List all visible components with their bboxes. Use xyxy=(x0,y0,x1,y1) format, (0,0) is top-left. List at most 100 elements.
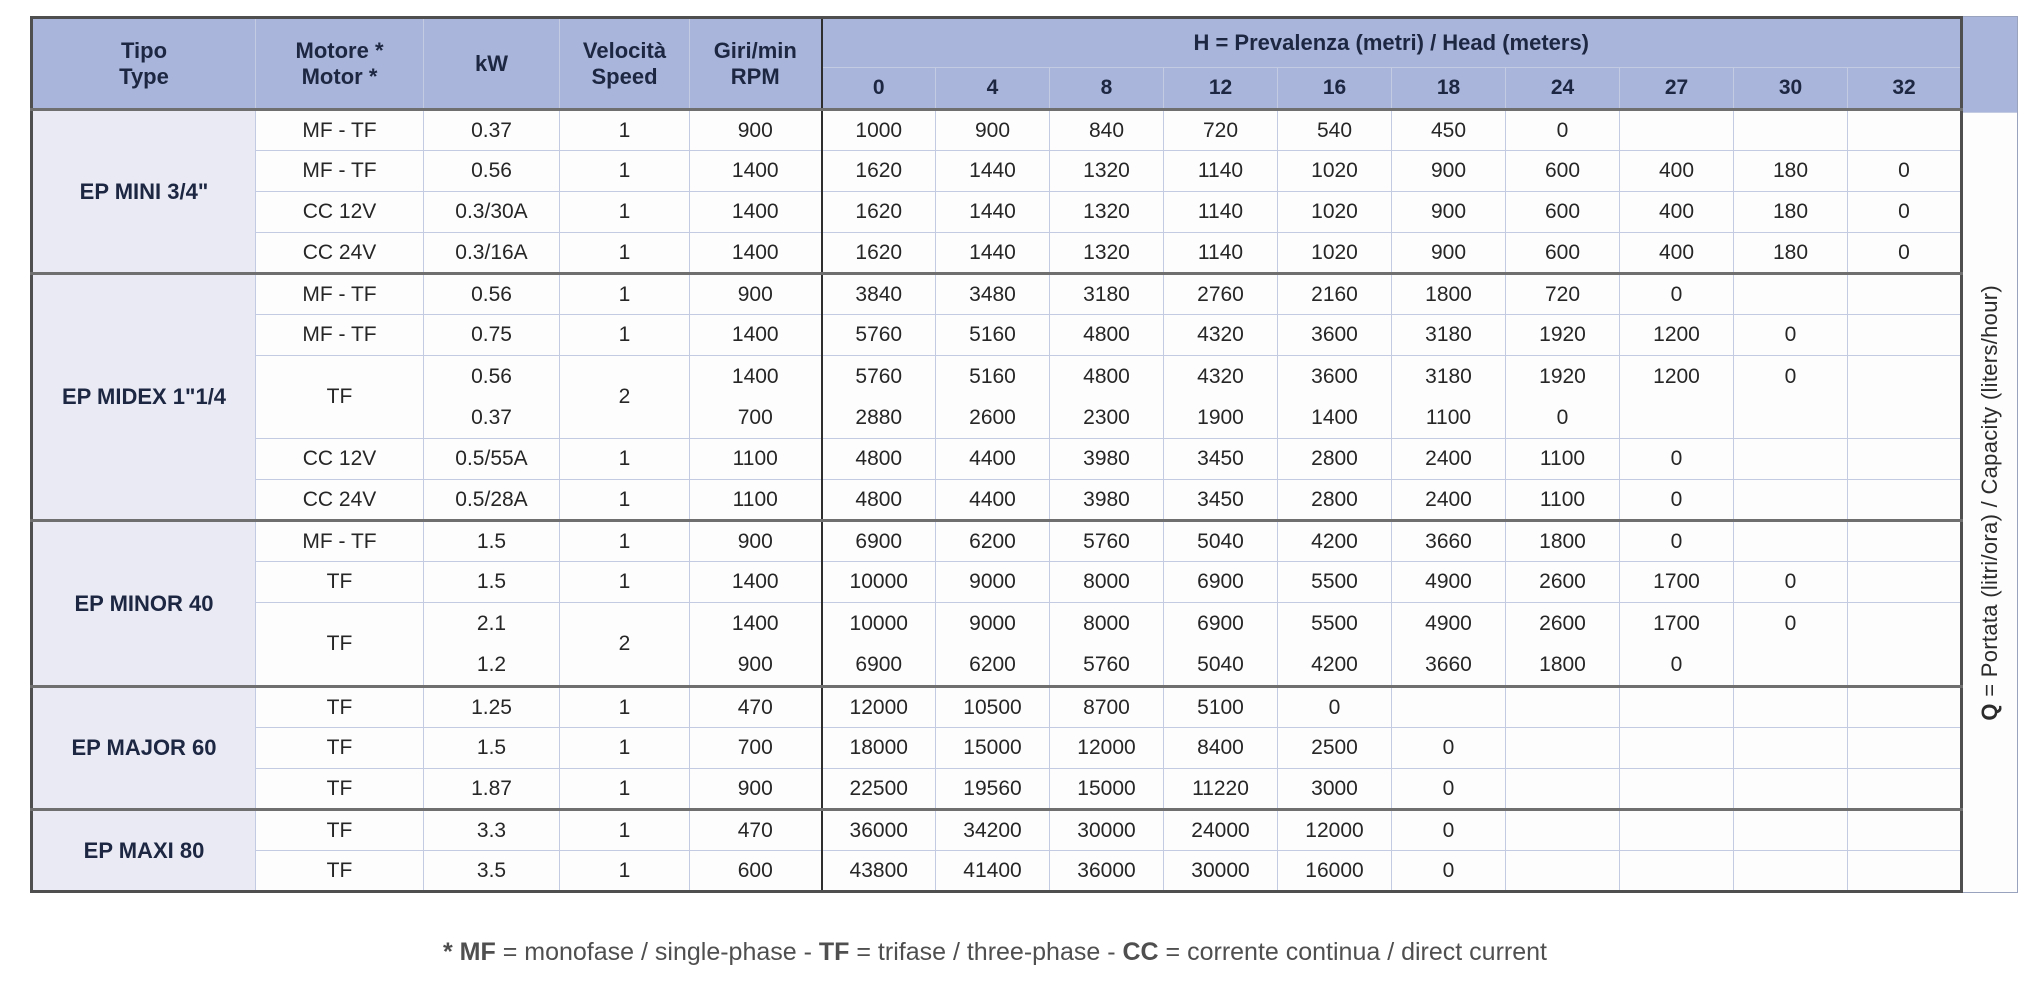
capacity-value-cell xyxy=(1847,727,1962,769)
table-row: CC 24V 0.3/16A 1 1400 1620 1440 1320 1140 1020 90… xyxy=(32,232,1962,274)
capacity-value-cell xyxy=(1619,850,1734,892)
stacked-values: 3600 1400 xyxy=(1279,357,1391,438)
kw-cell: 3.5 xyxy=(423,850,560,892)
table-row: EP MINI 3/4" MF - TF 0.37 1 900 1000 900 840 720… xyxy=(31,108,1962,274)
capacity-value-cell: 1620 xyxy=(821,150,936,192)
capacity-value-cell: 4800 xyxy=(821,479,936,521)
capacity-value-cell xyxy=(1733,519,1848,562)
capacity-value-cell: 0 xyxy=(1505,108,1620,151)
capacity-value-cell: 0 xyxy=(1619,519,1734,562)
stacked-values: 0 xyxy=(1735,604,1847,686)
speed-cell: 1 xyxy=(559,519,690,562)
table-row: TF 1.5 1 1400 10000 9000 8000 6900 5500 4900 2600 1… xyxy=(32,561,1962,603)
capacity-value-cell: 5100 xyxy=(1163,685,1278,728)
speed-cell: 1 xyxy=(559,232,690,274)
capacity-value-cell: 1440 xyxy=(935,232,1050,274)
col-header-motore-line1: Motore * xyxy=(295,38,384,64)
kw-cell: 1.5 xyxy=(423,561,560,603)
speed-cell: 1 xyxy=(559,561,690,603)
stacked-values: 9000 6200 xyxy=(937,604,1049,686)
capacity-value-cell: 600 xyxy=(1505,191,1620,233)
stacked-values: 2600 1800 xyxy=(1507,604,1619,686)
col-header-rpm: Giri/min RPM xyxy=(689,17,823,110)
stacked-value-line: 3180 xyxy=(1425,365,1472,388)
head-tick-16: 16 xyxy=(1277,67,1392,110)
capacity-value-cell: 43800 xyxy=(821,850,936,892)
capacity-value-cell xyxy=(1847,808,1962,851)
capacity-value-cell: 1440 xyxy=(935,150,1050,192)
motor-cell: CC 12V xyxy=(255,191,424,233)
kw-cell: 1.5 xyxy=(423,727,560,769)
rpm-cell: 470 xyxy=(689,808,823,851)
capacity-value-cell: 24000 xyxy=(1163,808,1278,851)
table-row: TF 0.56 0.37 2 1400 700 5760 2880 5160 2600 4800 23… xyxy=(32,355,1962,439)
capacity-value-cell: 18000 xyxy=(821,727,936,769)
segment-bold: Q xyxy=(1977,702,2002,721)
capacity-value-cell: 9000 6200 xyxy=(935,602,1050,687)
rpm-cell: 1400 900 xyxy=(689,602,823,687)
group-label-cell: EP MIDEX 1"1/4 xyxy=(31,272,256,521)
rpm-cell: 700 xyxy=(689,727,823,769)
capacity-value-cell: 36000 xyxy=(821,808,936,851)
pump-performance-table-wrap: Tipo Type Motore * Motor * kW Velocità S… xyxy=(30,16,2018,893)
capacity-value-cell xyxy=(1619,768,1734,810)
capacity-value-cell xyxy=(1847,479,1962,521)
capacity-value-cell: 3600 xyxy=(1277,314,1392,356)
speed-cell: 1 xyxy=(559,108,690,151)
motor-cell: CC 24V xyxy=(255,479,424,521)
table-row: CC 12V 0.5/55A 1 1100 4800 4400 3980 3450 2800 24… xyxy=(32,438,1962,480)
capacity-value-cell xyxy=(1847,685,1962,728)
capacity-value-cell: 3180 xyxy=(1391,314,1506,356)
capacity-value-cell: 3480 xyxy=(935,272,1050,315)
stacked-values: 5500 4200 xyxy=(1279,604,1391,686)
capacity-value-cell: 1320 xyxy=(1049,150,1164,192)
capacity-value-cell: 5760 2880 xyxy=(821,355,936,439)
speed-cell: 2 xyxy=(559,602,690,687)
capacity-value-cell: 5760 xyxy=(1049,519,1164,562)
head-tick-row: 0 4 8 12 16 18 24 27 30 32 xyxy=(32,67,1962,110)
stacked-value-line: 2880 xyxy=(855,406,903,429)
rpm-cell: 1400 xyxy=(689,191,823,233)
capacity-value-cell xyxy=(1733,685,1848,728)
stacked-value-line: 2300 xyxy=(1083,406,1130,429)
capacity-value-cell: 2800 xyxy=(1277,438,1392,480)
segment-bold: TF xyxy=(818,938,850,966)
stacked-value-line: 1700 xyxy=(1653,612,1700,635)
capacity-value-cell: 1000 xyxy=(821,108,936,151)
capacity-value-cell xyxy=(1733,108,1848,151)
motor-cell: TF xyxy=(255,850,424,892)
capacity-value-cell: 0 xyxy=(1619,272,1734,315)
motor-cell: CC 12V xyxy=(255,438,424,480)
speed-cell: 1 xyxy=(559,850,690,892)
capacity-value-cell xyxy=(1391,685,1506,728)
rpm-cell: 1400 xyxy=(689,561,823,603)
speed-cell: 1 xyxy=(559,727,690,769)
head-tick-4: 4 xyxy=(935,67,1050,110)
capacity-value-cell: 3980 xyxy=(1049,479,1164,521)
motor-cell: MF - TF xyxy=(255,314,424,356)
capacity-value-cell xyxy=(1619,727,1734,769)
capacity-value-cell: 1100 xyxy=(1505,479,1620,521)
capacity-value-cell: 1620 xyxy=(821,232,936,274)
capacity-value-cell: 0 xyxy=(1733,602,1848,687)
col-header-velocita-line2: Speed xyxy=(591,63,658,89)
capacity-value-cell: 1700 0 xyxy=(1619,602,1734,687)
pump-performance-table: Tipo Type Motore * Motor * kW Velocità S… xyxy=(30,16,1963,893)
stacked-value-line: 1.2 xyxy=(476,653,507,676)
motor-cell: TF xyxy=(255,768,424,810)
capacity-value-cell: 5040 xyxy=(1163,519,1278,562)
rpm-cell: 900 xyxy=(689,108,823,151)
stacked-values: 5760 2880 xyxy=(823,357,935,438)
capacity-value-cell: 12000 xyxy=(821,685,936,728)
capacity-value-cell: 5760 xyxy=(821,314,936,356)
capacity-value-cell: 0 xyxy=(1847,150,1962,192)
stacked-value-line: 2.1 xyxy=(476,612,507,635)
stacked-value-line: 10000 xyxy=(849,612,908,635)
capacity-value-cell: 3180 1100 xyxy=(1391,355,1506,439)
stacked-values: 4800 2300 xyxy=(1051,357,1163,438)
col-header-tipo-line2: Type xyxy=(119,63,169,89)
capacity-value-cell: 600 xyxy=(1505,150,1620,192)
group-label-cell: EP MAJOR 60 xyxy=(31,685,256,810)
stacked-values: 1400 900 xyxy=(691,604,820,686)
capacity-value-cell: 1100 xyxy=(1505,438,1620,480)
